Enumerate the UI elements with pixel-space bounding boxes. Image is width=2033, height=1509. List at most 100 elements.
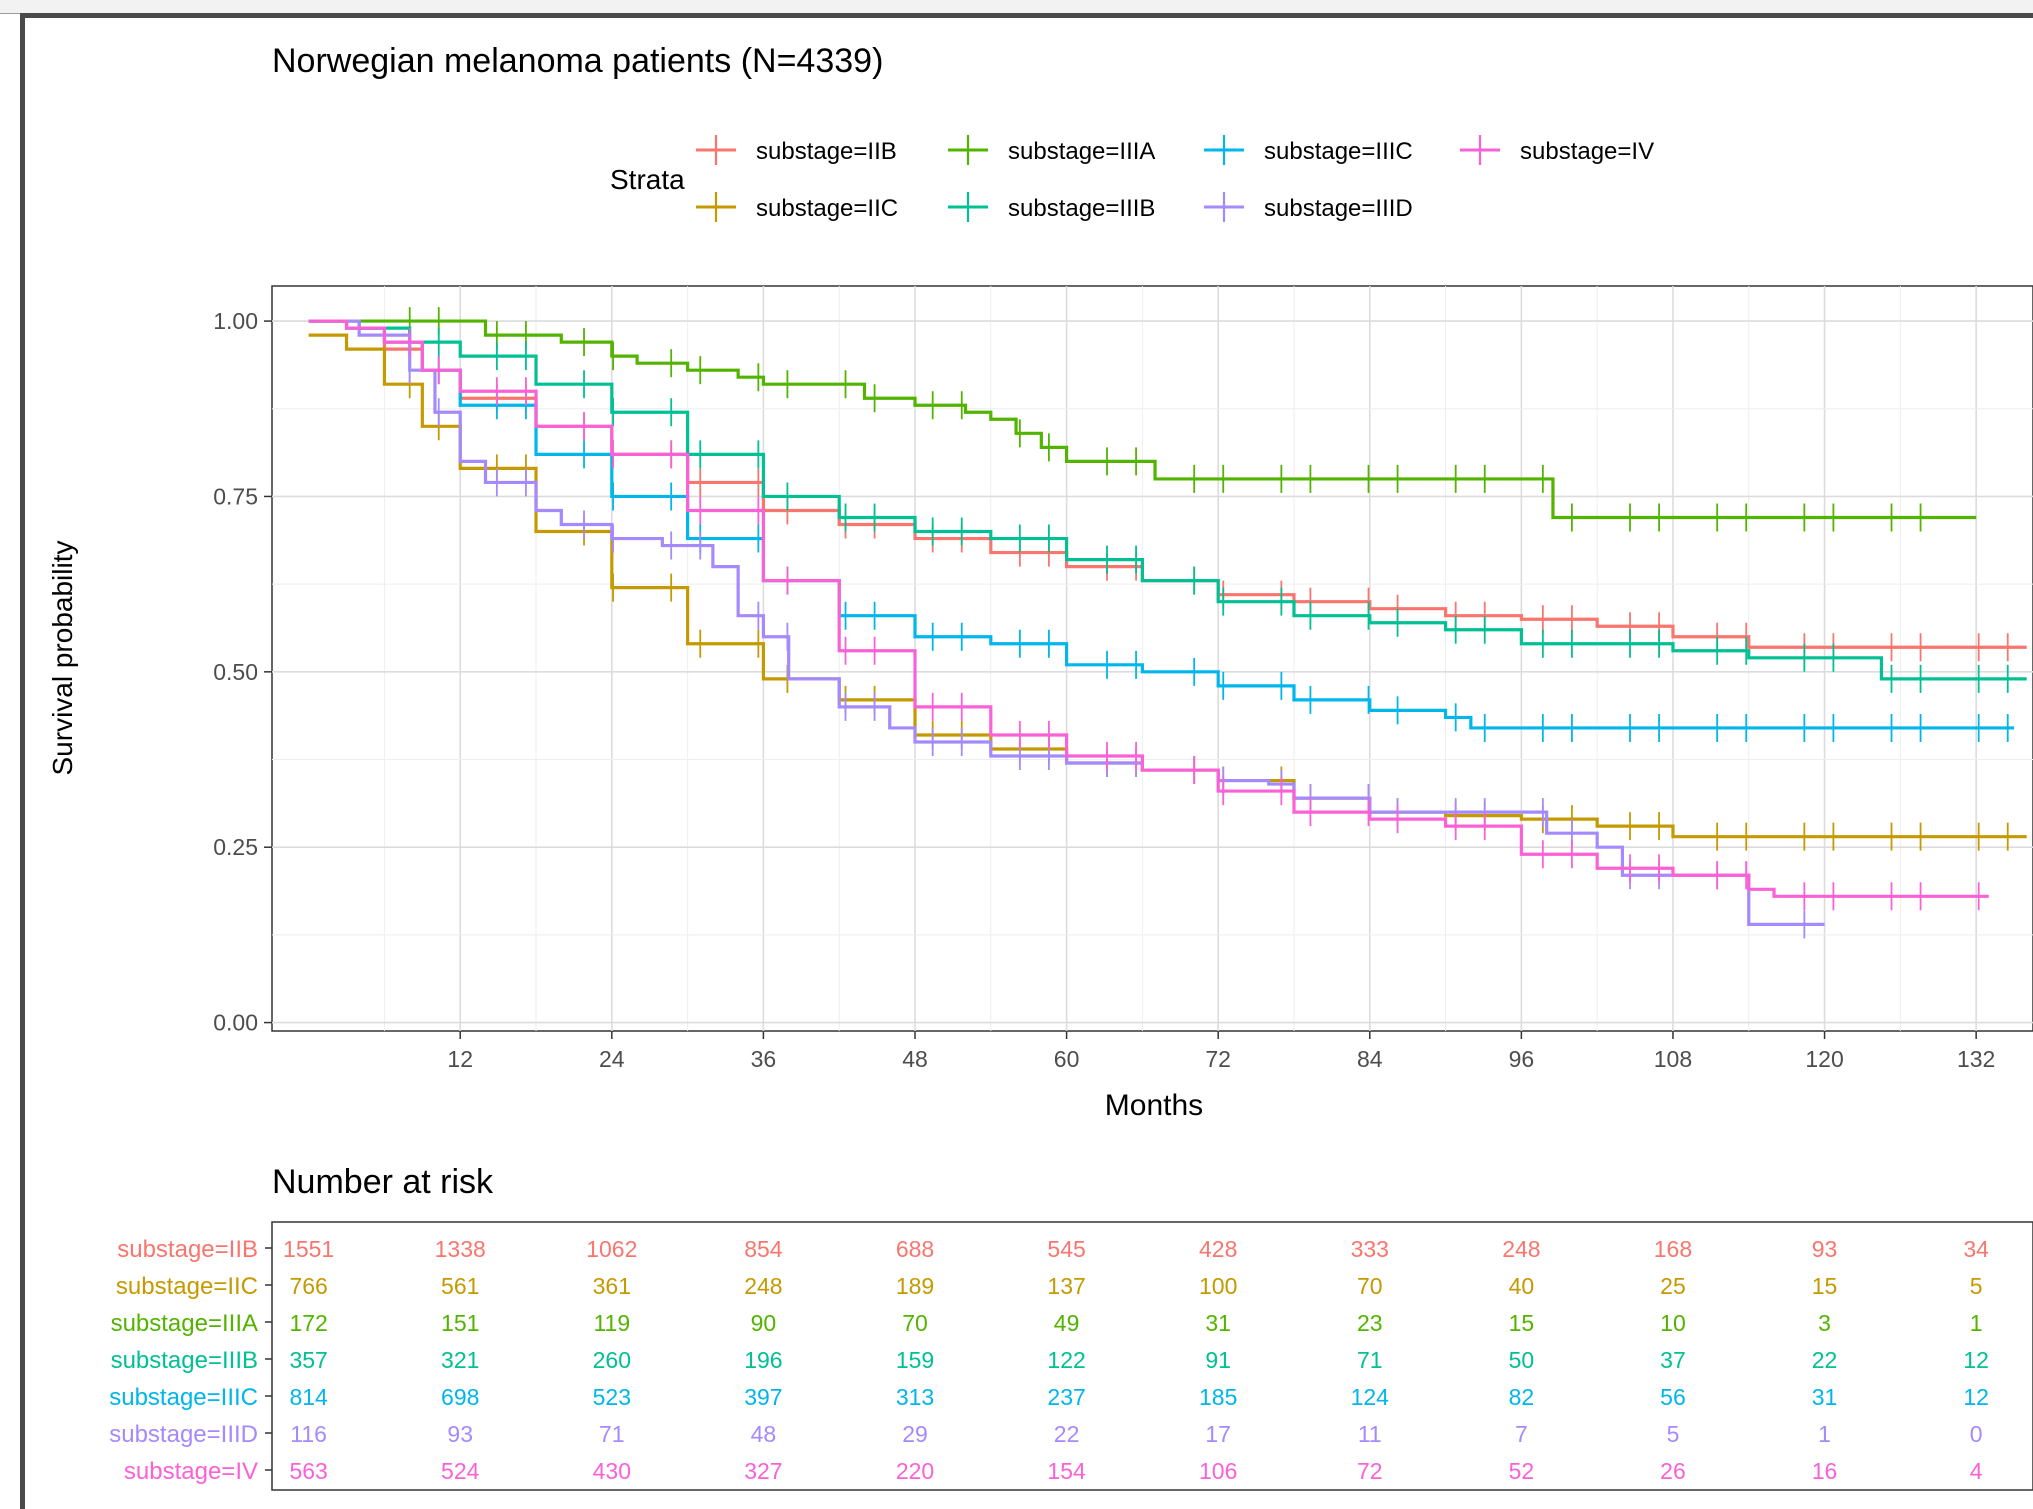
legend-item: substage=IIIA — [948, 135, 1155, 165]
risk-cell: 397 — [744, 1384, 782, 1410]
risk-cell: 70 — [1357, 1273, 1383, 1299]
x-tick-label: 108 — [1654, 1046, 1692, 1072]
risk-cell: 37 — [1660, 1347, 1686, 1373]
risk-cell: 82 — [1509, 1384, 1535, 1410]
risk-cell: 22 — [1054, 1421, 1080, 1447]
risk-cell: 168 — [1654, 1236, 1692, 1262]
risk-cell: 248 — [1502, 1236, 1540, 1262]
legend-item: substage=IIIC — [1204, 135, 1413, 165]
y-tick-label: 0.50 — [213, 659, 258, 685]
risk-cell: 23 — [1357, 1310, 1383, 1336]
risk-cell: 116 — [290, 1421, 327, 1447]
risk-cell: 26 — [1660, 1458, 1686, 1484]
risk-cell: 430 — [593, 1458, 631, 1484]
risk-cell: 189 — [896, 1273, 934, 1299]
risk-cell: 220 — [896, 1458, 934, 1484]
risk-cell: 12 — [1963, 1347, 1989, 1373]
risk-cell: 333 — [1351, 1236, 1389, 1262]
x-tick-label: 12 — [447, 1046, 473, 1072]
risk-cell: 15 — [1509, 1310, 1535, 1336]
risk-cell: 545 — [1047, 1236, 1085, 1262]
risk-cell: 1062 — [586, 1236, 637, 1262]
survival-curve — [308, 319, 1989, 898]
legend-label: substage=IIIA — [1008, 138, 1155, 165]
risk-cell: 814 — [289, 1384, 328, 1410]
risk-cell: 72 — [1357, 1458, 1383, 1484]
risk-cell: 122 — [1047, 1347, 1085, 1373]
risk-cell: 71 — [599, 1421, 625, 1447]
x-tick-label: 84 — [1357, 1046, 1383, 1072]
risk-cell: 327 — [744, 1458, 782, 1484]
y-tick-label: 0.25 — [213, 834, 258, 860]
risk-cell: 71 — [1357, 1347, 1383, 1373]
x-tick-label: 24 — [599, 1046, 625, 1072]
risk-cell: 31 — [1812, 1384, 1838, 1410]
legend-label: substage=IV — [1520, 138, 1654, 165]
x-tick-label: 120 — [1805, 1046, 1843, 1072]
risk-cell: 3 — [1818, 1310, 1831, 1336]
y-tick-label: 0.75 — [213, 483, 258, 509]
risk-cell: 70 — [902, 1310, 928, 1336]
risk-cell: 185 — [1199, 1384, 1237, 1410]
risk-cell: 93 — [1812, 1236, 1838, 1262]
legend-item: substage=IIB — [696, 135, 897, 165]
risk-cell: 524 — [441, 1458, 480, 1484]
risk-cell: 154 — [1047, 1458, 1086, 1484]
risk-row-label: substage=IV — [124, 1458, 258, 1485]
risk-cell: 248 — [744, 1273, 782, 1299]
legend-item: substage=IV — [1460, 135, 1654, 165]
risk-cell: 100 — [1199, 1273, 1237, 1299]
risk-cell: 523 — [593, 1384, 631, 1410]
risk-cell: 16 — [1812, 1458, 1838, 1484]
risk-cell: 12 — [1963, 1384, 1989, 1410]
risk-cell: 260 — [593, 1347, 631, 1373]
risk-cell: 119 — [593, 1310, 630, 1336]
risk-cell: 34 — [1963, 1236, 1989, 1262]
survival-curve — [308, 319, 2027, 681]
x-tick-label: 132 — [1957, 1046, 1995, 1072]
risk-cell: 357 — [289, 1347, 327, 1373]
risk-cell: 237 — [1047, 1384, 1085, 1410]
risk-cell: 50 — [1509, 1347, 1535, 1373]
legend-item: substage=IIIB — [948, 192, 1155, 222]
chart-title: Norwegian melanoma patients (N=4339) — [272, 42, 883, 80]
risk-cell: 124 — [1351, 1384, 1390, 1410]
risk-cell: 0 — [1970, 1421, 1983, 1447]
x-axis-label: Months — [1105, 1089, 1203, 1122]
risk-cell: 56 — [1660, 1384, 1686, 1410]
risk-cell: 5 — [1667, 1421, 1680, 1447]
y-tick-label: 0.00 — [213, 1010, 258, 1036]
risk-cell: 1338 — [435, 1236, 486, 1262]
risk-row-label: substage=IIID — [109, 1421, 258, 1448]
risk-cell: 7 — [1515, 1421, 1528, 1447]
y-tick-label: 1.00 — [213, 308, 258, 334]
risk-cell: 91 — [1205, 1347, 1231, 1373]
legend-title: Strata — [610, 164, 685, 195]
risk-cell: 48 — [751, 1421, 777, 1447]
y-axis-label: Survival probability — [47, 541, 78, 776]
risk-cell: 29 — [902, 1421, 928, 1447]
risk-cell: 766 — [289, 1273, 327, 1299]
risk-row-label: substage=IIC — [116, 1273, 258, 1300]
risk-cell: 1 — [1970, 1310, 1983, 1336]
legend-item: substage=IIID — [1204, 192, 1413, 222]
legend-label: substage=IIB — [756, 138, 897, 165]
grid — [272, 286, 2033, 1031]
plot-panel — [271, 285, 2033, 1032]
risk-cell: 49 — [1054, 1310, 1080, 1336]
risk-cell: 688 — [896, 1236, 934, 1262]
risk-cell: 196 — [744, 1347, 782, 1373]
risk-cell: 15 — [1812, 1273, 1838, 1299]
legend-item: substage=IIC — [696, 192, 898, 222]
risk-cell: 159 — [896, 1347, 934, 1373]
x-tick-label: 72 — [1205, 1046, 1231, 1072]
risk-cell: 172 — [289, 1310, 327, 1336]
legend-label: substage=IIIC — [1264, 138, 1413, 165]
risk-cell: 10 — [1660, 1310, 1686, 1336]
censor-marks — [408, 307, 1922, 532]
risk-row-label: substage=IIIA — [111, 1310, 258, 1337]
x-tick-label: 36 — [751, 1046, 777, 1072]
legend-label: substage=IIC — [756, 195, 898, 222]
risk-cell: 4 — [1970, 1458, 1983, 1484]
risk-cell: 561 — [441, 1273, 479, 1299]
